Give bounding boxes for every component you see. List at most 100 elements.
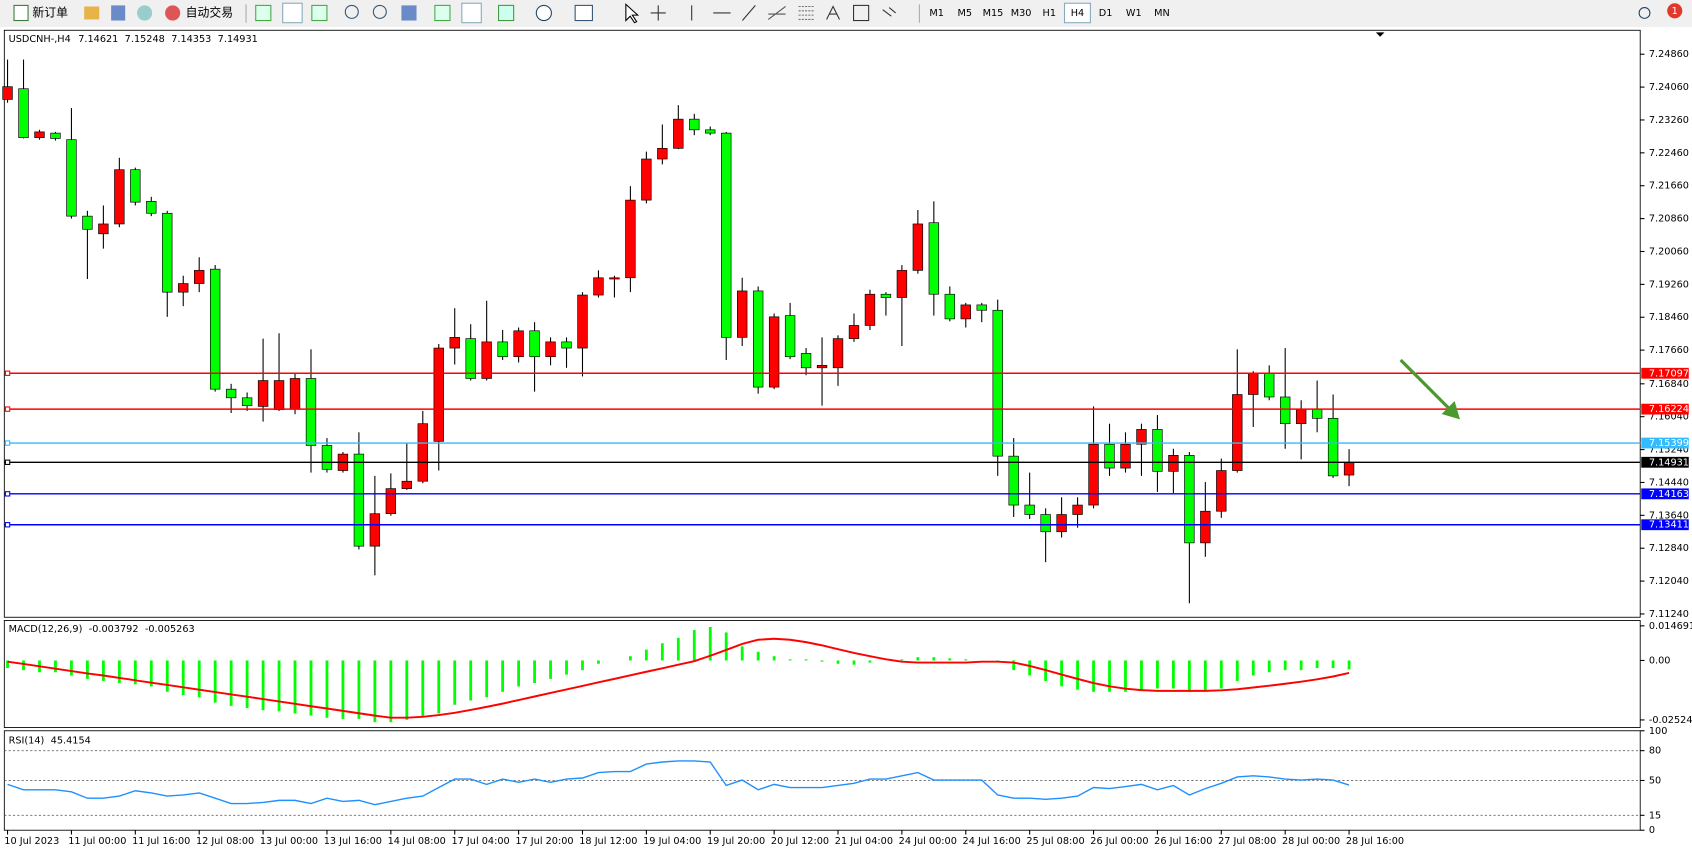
candle-body	[146, 201, 157, 214]
new-order-icon[interactable]	[13, 4, 29, 22]
zoom-in-icon[interactable]	[344, 4, 359, 19]
y-tick-label: 7.13640	[1649, 510, 1689, 521]
candle-body	[50, 132, 61, 139]
candle-body	[816, 365, 828, 369]
timeframe-button[interactable]: M1	[929, 8, 944, 19]
price-tag-label: 7.17097	[1649, 368, 1689, 379]
price-tag	[1641, 437, 1689, 449]
auto-trade-button[interactable]: 自动交易	[186, 5, 233, 19]
candle-body	[2, 86, 13, 100]
crosshair-icon[interactable]	[650, 5, 666, 21]
y-tick-label: 7.21660	[1649, 181, 1689, 192]
rsi-readout: 45.4154	[51, 735, 91, 746]
candle-body	[577, 294, 588, 349]
tile-icon[interactable]	[401, 5, 417, 21]
candle-body	[401, 480, 412, 489]
candle-body	[625, 199, 636, 279]
price-tag	[1641, 403, 1689, 415]
chart-symbol: USDCNH-,H4	[9, 34, 71, 45]
text-tool-icon[interactable]	[826, 5, 841, 20]
search-icon[interactable]	[1638, 7, 1651, 19]
timeframe-button[interactable]: M30	[1011, 8, 1032, 19]
line-anchor	[4, 370, 11, 376]
candle-body	[1295, 408, 1307, 425]
y-tick-label: 7.12040	[1649, 576, 1689, 587]
line-chart-icon[interactable]	[311, 4, 328, 22]
tool-icon[interactable]	[137, 5, 153, 21]
line-anchor	[4, 522, 11, 528]
tool-icon[interactable]	[111, 5, 126, 21]
timeframes: M1 M5 M15 M30 H1 H4 D1 W1 MN	[929, 2, 1170, 24]
annotation-arrowhead	[1441, 401, 1460, 420]
x-tick-label: 19 Jul 04:00	[643, 836, 701, 847]
x-tick-label: 11 Jul 00:00	[68, 836, 126, 847]
y-tick-label: 7.22460	[1649, 148, 1689, 159]
candle-chart-icon[interactable]	[282, 2, 303, 24]
candle-body	[1120, 443, 1131, 469]
candle-body	[896, 270, 908, 298]
candle-body	[385, 488, 397, 515]
auto-trade-icon[interactable]	[165, 5, 181, 21]
x-tick-label: 26 Jul 16:00	[1154, 836, 1212, 847]
timeframe-selected[interactable]	[1063, 2, 1091, 24]
candle-body	[481, 341, 492, 379]
candle-body	[289, 378, 301, 410]
annotation-arrow	[1399, 358, 1454, 414]
tool-icon[interactable]	[84, 6, 100, 20]
timeframe-button[interactable]: D1	[1099, 8, 1113, 19]
bar-chart-icon[interactable]	[255, 4, 272, 22]
new-order-button[interactable]: 新订单	[32, 5, 68, 19]
candle-body	[992, 309, 1003, 457]
candle-body	[257, 380, 269, 407]
candle-body	[737, 290, 748, 338]
price-tag-label: 7.15399	[1649, 438, 1689, 449]
candle-body	[1311, 408, 1323, 419]
y-tick-label: 7.14440	[1649, 477, 1689, 488]
candle-body	[529, 330, 540, 358]
indicators-icon[interactable]	[497, 4, 515, 22]
candle-body	[960, 304, 971, 320]
candle-body	[353, 453, 365, 547]
candle-body	[1248, 372, 1259, 395]
timeframe-button[interactable]: MN	[1154, 8, 1170, 19]
autoscroll-icon[interactable]	[461, 2, 482, 24]
shift-icon[interactable]	[434, 4, 451, 22]
notification-badge[interactable]	[1667, 3, 1683, 19]
y-tick-label: 7.20060	[1649, 246, 1689, 257]
y-tick-label: 100	[1649, 726, 1668, 737]
candle-body	[976, 304, 987, 311]
zoom-out-icon[interactable]	[372, 4, 387, 19]
template-icon[interactable]	[574, 4, 593, 22]
candle-body	[497, 341, 508, 358]
x-tick-label: 13 Jul 00:00	[260, 836, 318, 847]
candle-body	[178, 283, 189, 293]
timeframe-button[interactable]: M15	[983, 8, 1004, 19]
timeframe-button[interactable]: W1	[1126, 8, 1142, 19]
y-tick-label: 7.16040	[1649, 412, 1689, 423]
timeframe-button[interactable]: M5	[958, 8, 973, 19]
arrows-icon[interactable]	[882, 7, 896, 17]
candle-body	[752, 290, 764, 388]
price-tag	[1641, 456, 1689, 468]
cursor-icon[interactable]	[625, 3, 640, 24]
timeframe-button[interactable]: H1	[1043, 8, 1056, 19]
candle-body	[1024, 504, 1035, 515]
period-icon[interactable]	[535, 4, 552, 22]
candle-body	[1343, 461, 1355, 476]
channel-icon[interactable]	[767, 6, 786, 20]
shift-marker	[1375, 32, 1385, 37]
candle-body	[1072, 504, 1083, 515]
label-tool-icon[interactable]	[853, 4, 870, 22]
candle-body	[194, 270, 205, 284]
x-tick-label: 13 Jul 16:00	[324, 836, 382, 847]
candle-body	[82, 215, 93, 230]
line-tools[interactable]	[691, 5, 756, 21]
candle-body	[561, 341, 572, 349]
price-tag-label: 7.16224	[1649, 404, 1689, 415]
candle-body	[784, 315, 796, 358]
y-tick-label: 7.12840	[1649, 543, 1689, 554]
timeframe-button[interactable]: H4	[1071, 8, 1084, 19]
candle-body	[66, 139, 77, 217]
fibo-icon[interactable]	[798, 5, 814, 20]
